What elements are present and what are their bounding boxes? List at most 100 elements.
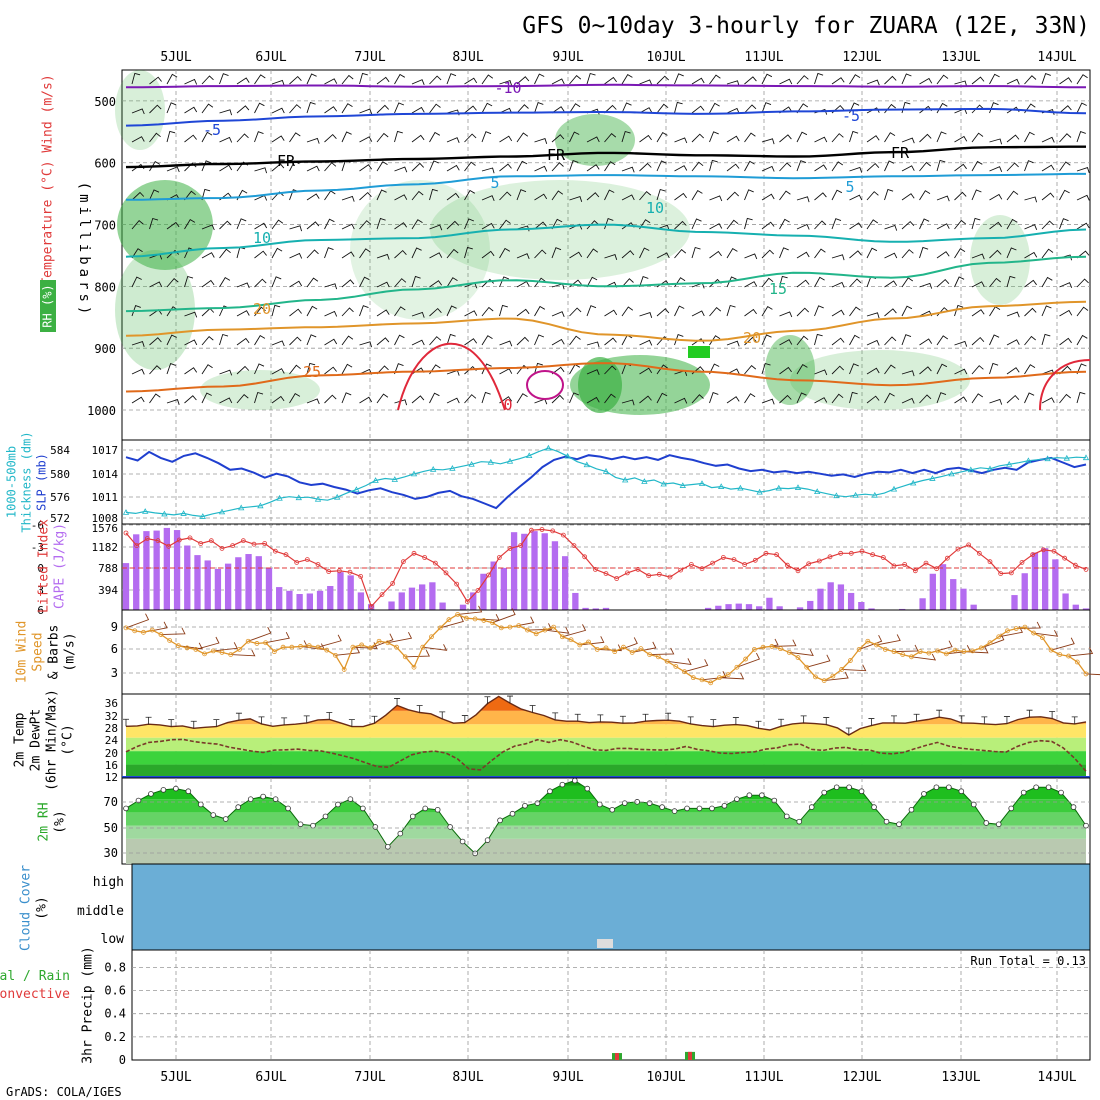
wind-barb <box>149 160 161 172</box>
li-marker <box>582 554 588 560</box>
wind-barb <box>411 106 425 114</box>
wind-barb <box>691 133 705 143</box>
contour-label: 0 <box>503 396 512 414</box>
wind-barb <box>219 248 231 259</box>
temp2m-minmax-bar <box>732 717 739 725</box>
contour-label: -10 <box>494 79 521 97</box>
wind-barb <box>1041 192 1055 201</box>
li-marker <box>486 572 492 578</box>
rh2m-marker <box>472 850 478 857</box>
wind-barb <box>166 363 176 375</box>
wind-barb <box>639 79 653 86</box>
wind-barb <box>691 310 705 317</box>
wind10-marker <box>935 648 941 654</box>
cape-bar <box>572 592 579 610</box>
cape-bar <box>255 556 262 610</box>
wind-barb <box>131 248 143 259</box>
wind10-marker <box>926 650 932 656</box>
cape-bar <box>704 607 712 610</box>
wind-barb <box>796 75 809 85</box>
top-day-label: 11JUL <box>744 50 783 65</box>
run-total-label: Run Total = 0.13 <box>970 954 1086 968</box>
wind-barb <box>1006 78 1020 85</box>
wind-barb <box>709 223 723 230</box>
wind-barb <box>656 224 670 231</box>
wind-barb <box>324 218 335 230</box>
rh2m-marker <box>908 806 915 813</box>
wind10-marker <box>891 649 897 655</box>
wind-barb <box>149 281 163 288</box>
wind10-marker <box>167 638 173 643</box>
wind-barb <box>674 165 688 172</box>
li-line <box>125 528 1087 608</box>
wind-barb <box>954 80 968 87</box>
wind-barb <box>849 194 863 201</box>
wind-barb <box>324 247 334 259</box>
cape-ytick: 1576 <box>92 522 119 535</box>
profile-units-label: (millibars) <box>76 182 92 319</box>
li-marker <box>816 558 822 564</box>
wind10-marker <box>847 658 853 663</box>
li-marker <box>1030 552 1036 558</box>
wind-barb <box>481 250 495 259</box>
wind-barb <box>219 220 232 230</box>
rh2m-axis-label: 2m RH <box>37 802 52 841</box>
temp2m-axis-label: (6hr Min/Max) <box>45 689 60 791</box>
wind10-marker <box>1083 671 1089 677</box>
contour-label: FR <box>547 146 566 164</box>
wind-barb <box>446 248 459 259</box>
wind-barb <box>656 75 670 85</box>
li-marker <box>923 560 929 566</box>
wind-barb <box>726 304 736 317</box>
wind-barb <box>411 247 422 259</box>
cape-frame <box>121 523 1091 611</box>
wind10-barb <box>1050 637 1075 651</box>
wind-barb <box>1024 279 1037 288</box>
thickness-marker <box>564 452 571 459</box>
wind-barb <box>516 189 527 201</box>
wind-barb <box>411 395 425 404</box>
wind-barb <box>306 305 318 317</box>
wind-barb <box>446 277 458 288</box>
cloud-axis-label: (%) <box>35 896 50 919</box>
contour-label: -5 <box>203 121 221 139</box>
temp2m-axis-label: 2m DewPt <box>29 709 44 772</box>
wind10-marker <box>376 638 382 644</box>
temp2m-minmax-bar <box>416 705 423 713</box>
li-marker <box>912 568 918 574</box>
precip-ytick: 0.6 <box>104 984 126 998</box>
wind-barb <box>359 305 369 317</box>
wind-barb <box>201 160 212 172</box>
wind-barb <box>866 247 878 259</box>
wind10-barb <box>684 659 709 673</box>
wind-barb <box>131 108 145 115</box>
wind-barb <box>516 393 528 404</box>
rh2m-marker <box>335 801 341 808</box>
wind-barb <box>394 222 408 230</box>
bottom-day-label: 8JUL <box>452 1070 483 1085</box>
li-marker <box>336 568 342 574</box>
contour-label: FR <box>891 144 910 162</box>
wind-barb <box>149 217 159 230</box>
wind-barb <box>166 221 180 230</box>
wind10-marker <box>708 680 714 686</box>
wind-barb <box>201 335 214 346</box>
wind-barb <box>289 280 303 288</box>
wind10-marker <box>594 647 600 652</box>
wind-barb <box>271 135 285 143</box>
wind-barb <box>1059 105 1072 114</box>
wind-barb <box>831 393 844 404</box>
temperature-contour-warm <box>1039 359 1091 411</box>
temp2m-minmax-bar <box>868 718 875 726</box>
rh2m-marker <box>659 804 665 810</box>
rh2m-marker <box>360 805 366 812</box>
wind-barb <box>726 340 740 347</box>
wind-barb <box>621 166 635 173</box>
wind-barb <box>411 162 425 172</box>
precip-convective-bar <box>688 1051 692 1060</box>
wind-barb <box>744 189 754 201</box>
cape-bar <box>521 533 528 610</box>
wind-barb <box>516 76 530 85</box>
wind-barb <box>271 340 285 347</box>
wind-barb <box>604 254 618 260</box>
